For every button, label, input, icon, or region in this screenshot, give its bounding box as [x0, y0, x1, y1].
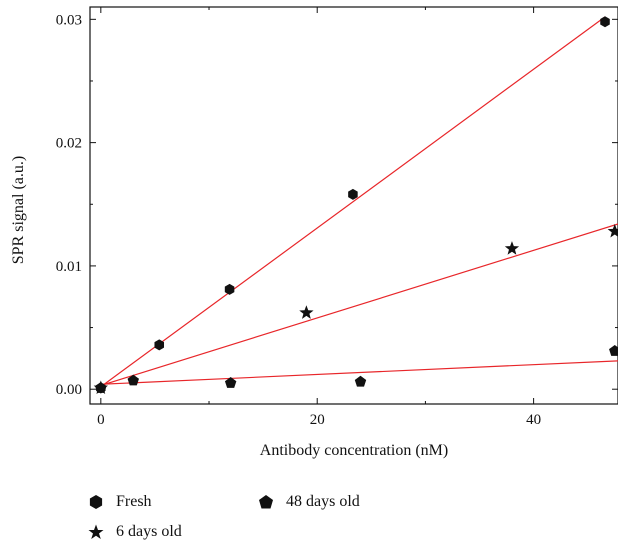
- hexagon-data-point: [600, 16, 610, 28]
- pentagon-data-point: [224, 377, 237, 388]
- x-axis-label: Antibody concentration (nM): [260, 442, 448, 459]
- x-tick-label: 40: [526, 412, 541, 428]
- pentagon-data-point: [127, 374, 139, 386]
- y-tick-label: 0.01: [56, 259, 82, 275]
- star-data-point: [607, 223, 618, 238]
- fit-line: [100, 16, 606, 388]
- star-data-point: [504, 241, 520, 255]
- fit-lines: [100, 16, 618, 388]
- y-tick-label: 0.00: [56, 382, 82, 398]
- hexagon-data-point: [224, 283, 235, 295]
- star-data-point: [299, 305, 314, 319]
- pentagon-data-point: [354, 375, 367, 387]
- x-tick-label: 20: [310, 412, 325, 428]
- pentagon-data-point: [95, 381, 107, 393]
- y-axis-label: SPR signal (a.u.): [10, 156, 27, 264]
- y-tick-label: 0.02: [56, 136, 82, 152]
- y-tick-label: 0.03: [56, 12, 82, 28]
- pentagon-data-point: [609, 344, 618, 356]
- fit-line: [100, 223, 618, 387]
- x-tick-label: 0: [97, 412, 105, 428]
- axis-ticks: 0 20 40 0.00 0.01 0.02 0.03: [56, 7, 618, 428]
- data-markers: [93, 16, 618, 395]
- hexagon-data-point: [154, 339, 165, 351]
- fit-line: [100, 360, 618, 385]
- hexagon-data-point: [348, 188, 358, 200]
- plot-area: [89, 6, 618, 405]
